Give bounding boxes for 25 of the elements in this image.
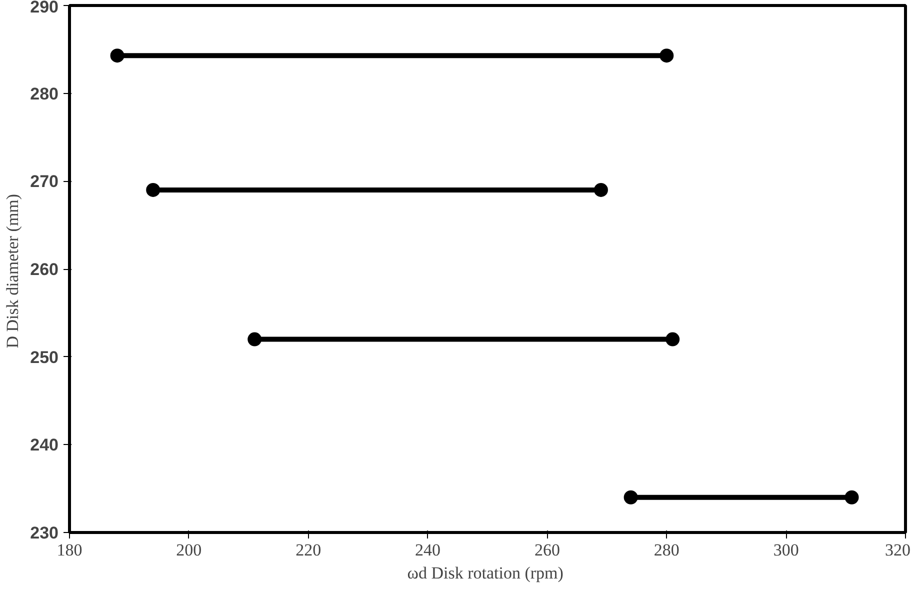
point xyxy=(660,48,674,63)
point xyxy=(666,332,680,346)
point xyxy=(248,332,262,346)
x-tick-label: 300 xyxy=(773,540,799,560)
x-tick-label: 180 xyxy=(56,540,82,560)
y-tick-label: 230 xyxy=(30,524,59,542)
y-tick-label: 280 xyxy=(30,84,59,104)
x-tick-label: 200 xyxy=(176,540,202,560)
y-tick-label: 260 xyxy=(30,260,59,279)
point xyxy=(594,182,608,197)
x-tick-label: 280 xyxy=(654,540,680,560)
point xyxy=(844,490,859,504)
point xyxy=(146,182,160,197)
x-tick-label: 260 xyxy=(534,540,560,560)
x-tick-label: 320 xyxy=(885,540,910,560)
y-axis-title: D Disk diameter (mm) xyxy=(3,194,22,348)
x-tick-label: 240 xyxy=(415,540,441,560)
y-tick-label: 270 xyxy=(30,172,59,192)
point xyxy=(624,490,638,504)
y-tick-label: 290 xyxy=(30,0,59,16)
x-axis-title: ωd Disk rotation (rpm) xyxy=(407,564,564,582)
point xyxy=(110,48,124,63)
y-tick-label: 250 xyxy=(30,348,59,367)
y-tick-label: 240 xyxy=(30,436,59,455)
x-tick-label: 220 xyxy=(296,540,322,560)
